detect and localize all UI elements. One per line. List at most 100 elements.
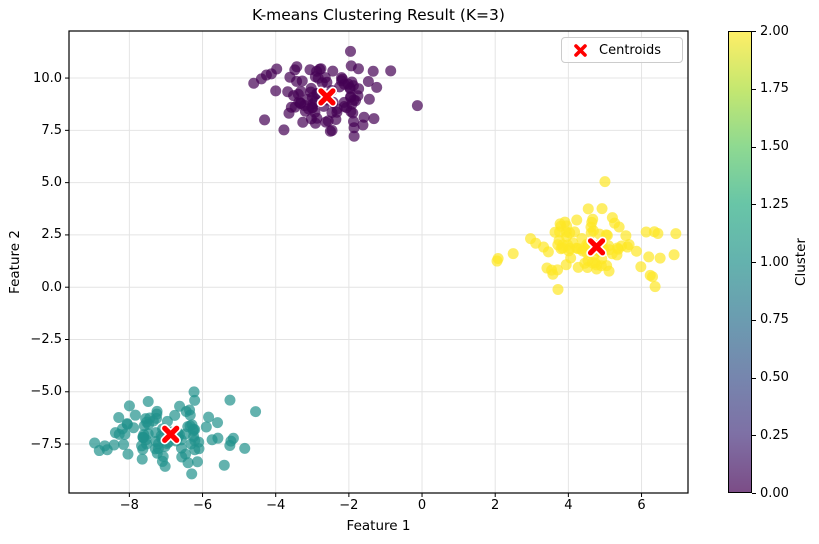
centroid-marker <box>587 238 606 256</box>
scatter-point <box>142 395 154 407</box>
y-tick-label: 5.0 <box>41 175 62 191</box>
legend-label: Centroids <box>599 42 662 58</box>
centroid-markers <box>160 86 607 445</box>
colorbar-tick <box>752 31 756 32</box>
scatter-point <box>371 81 383 93</box>
x-tick-label: 6 <box>637 498 646 513</box>
colorbar-tick <box>752 146 756 148</box>
scatter-point <box>563 245 575 257</box>
scatter-point <box>357 119 369 131</box>
scatter-points <box>89 45 682 480</box>
colorbar-tick-label: 1.75 <box>760 81 789 97</box>
scatter-point <box>348 116 360 128</box>
x-tick-label: −6 <box>192 498 213 513</box>
colorbar-tick-label: 1.50 <box>760 139 789 154</box>
scatter-point <box>187 423 199 435</box>
scatter-point <box>212 417 224 429</box>
scatter-point <box>613 221 625 233</box>
x-tick-label: 0 <box>417 498 427 513</box>
colorbar-tick-label: 1.00 <box>760 254 789 270</box>
scatter-point <box>345 45 357 57</box>
scatter-point <box>643 251 655 263</box>
scatter-point <box>326 106 338 118</box>
colorbar-gradient <box>728 31 752 493</box>
scatter-point <box>668 249 680 261</box>
scatter-point <box>137 443 149 455</box>
scatter-point <box>648 226 660 238</box>
scatter-point <box>554 226 566 238</box>
scatter-point <box>121 418 133 430</box>
scatter-point <box>189 435 201 447</box>
x-tick-label: −4 <box>266 498 286 513</box>
scatter-point <box>326 124 338 136</box>
colorbar-tick <box>752 88 756 90</box>
centroid-marker <box>162 425 180 443</box>
y-tick-label: −2.5 <box>30 331 62 347</box>
colorbar-tick <box>752 262 756 263</box>
scatter-point <box>654 252 666 264</box>
scatter-point <box>582 203 594 215</box>
scatter-point <box>530 237 542 249</box>
scatter-point <box>248 77 260 89</box>
y-tick-label: 2.5 <box>41 227 62 243</box>
scatter-point <box>305 82 317 94</box>
scatter-point <box>227 432 239 444</box>
scatter-point <box>322 115 334 127</box>
scatter-point <box>585 221 597 233</box>
scatter-point <box>299 99 311 111</box>
y-tick-label: 10.0 <box>33 70 62 86</box>
scatter-point <box>184 409 196 421</box>
scatter-point <box>175 442 187 454</box>
scatter-point <box>278 124 290 136</box>
scatter-point <box>224 394 236 406</box>
scatter-point <box>630 245 642 257</box>
scatter-point <box>363 93 375 105</box>
scatter-point <box>188 386 200 398</box>
scatter-point <box>265 68 277 80</box>
y-tick-label: −7.5 <box>30 436 62 452</box>
scatter-point <box>89 437 101 449</box>
scatter-point <box>596 203 608 215</box>
centroid-x-icon <box>573 42 588 58</box>
scatter-point <box>282 86 294 98</box>
scatter-point <box>113 411 125 423</box>
scatter-point <box>189 394 201 406</box>
x-tick-label: 4 <box>564 498 573 513</box>
scatter-point <box>151 408 163 420</box>
colorbar-label: Cluster <box>793 238 809 286</box>
colorbar-tick <box>752 204 756 206</box>
scatter-point <box>218 459 230 471</box>
scatter-point <box>507 248 519 260</box>
scatter-point <box>123 400 135 412</box>
scatter-point <box>342 78 354 90</box>
scatter-point <box>647 271 659 283</box>
scatter-point <box>309 117 321 129</box>
scatter-point <box>311 65 323 77</box>
scatter-point <box>552 283 564 295</box>
scatter-point <box>99 440 111 452</box>
centroid-marker <box>318 88 336 106</box>
colorbar-tick-label: 0.25 <box>760 427 789 443</box>
scatter-point <box>572 261 584 273</box>
scatter-point <box>542 246 554 258</box>
plot-border <box>68 30 689 494</box>
scatter-point <box>640 226 652 238</box>
scatter-point <box>491 255 503 267</box>
colorbar-tick-label: 1.25 <box>760 196 789 212</box>
scatter-point <box>620 230 632 242</box>
scatter-point <box>670 228 682 240</box>
scatter-point <box>541 262 553 274</box>
x-tick-label: −8 <box>119 498 139 513</box>
scatter-point <box>367 65 379 77</box>
scatter-point <box>552 264 564 276</box>
y-axis-label: Feature 2 <box>7 230 23 294</box>
scatter-point <box>136 453 148 465</box>
scatter-point <box>239 442 251 454</box>
scatter-point <box>169 409 181 421</box>
scatter-point <box>118 438 130 450</box>
scatter-point <box>295 85 307 97</box>
scatter-point <box>296 75 308 87</box>
scatter-point <box>554 218 566 230</box>
